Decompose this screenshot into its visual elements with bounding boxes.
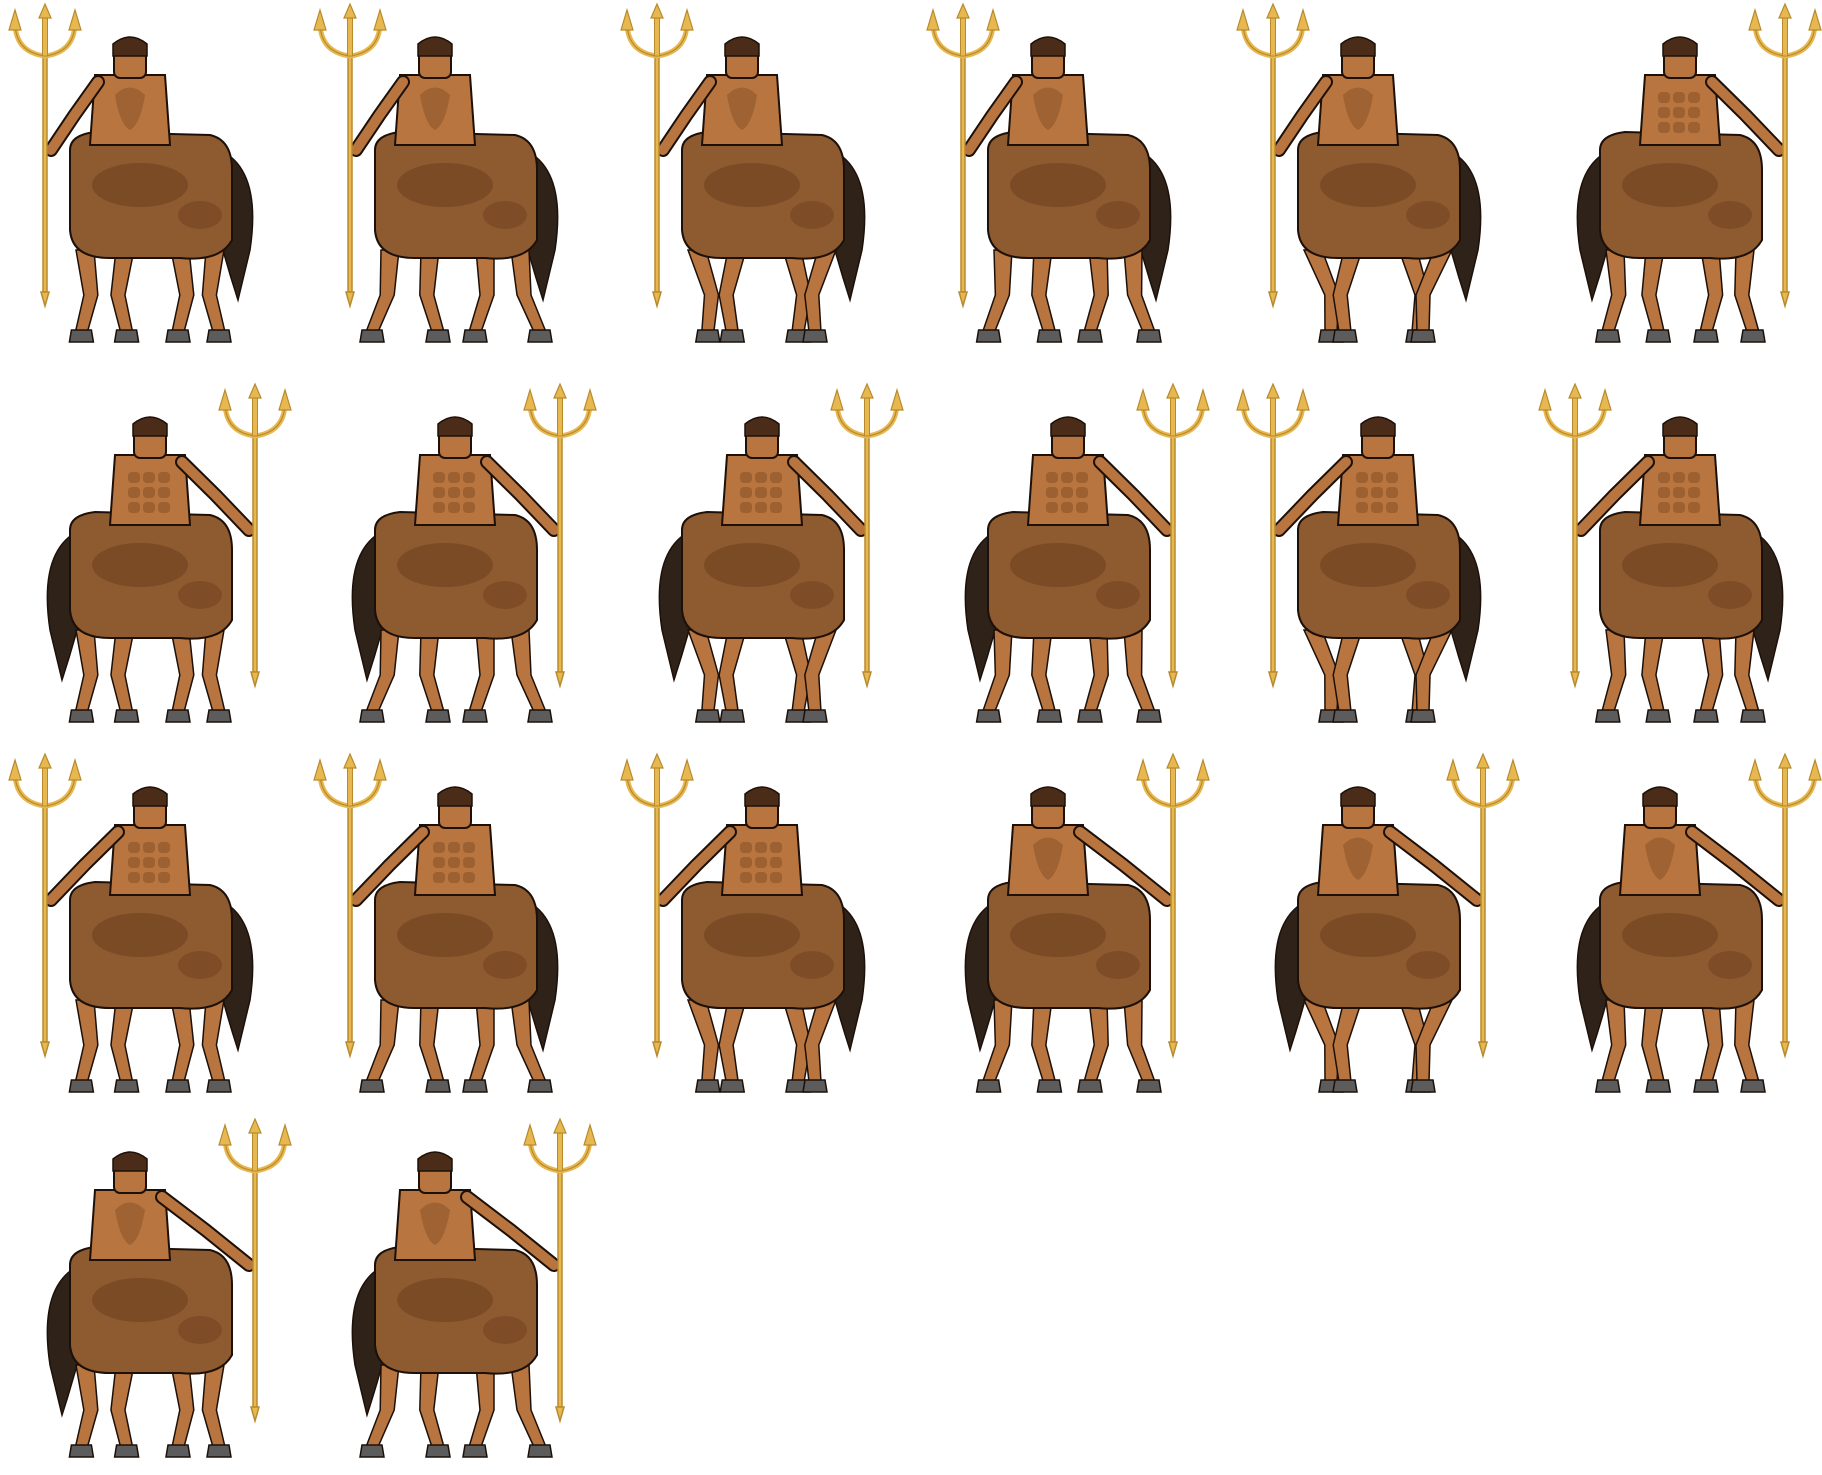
centaur-icon	[620, 752, 866, 1093]
centaur-sprite-frame	[305, 380, 605, 740]
centaur-sprite-frame	[1228, 750, 1528, 1110]
centaur-icon	[1538, 382, 1784, 723]
centaur-icon	[926, 2, 1172, 343]
centaur-icon	[964, 382, 1210, 723]
centaur-icon	[1274, 752, 1520, 1093]
centaur-sprite-frame	[918, 0, 1218, 360]
centaur-sprite-frame	[612, 380, 912, 740]
centaur-icon	[1236, 382, 1482, 723]
centaur-icon	[620, 2, 866, 343]
centaur-sprite-frame	[1228, 380, 1528, 740]
centaur-sprite-frame	[918, 750, 1218, 1110]
centaur-icon	[658, 382, 904, 723]
centaur-sprite-frame	[612, 0, 912, 360]
centaur-sprite-frame	[1530, 380, 1822, 740]
centaur-sprite-frame	[918, 380, 1218, 740]
centaur-sprite-frame	[1530, 0, 1822, 360]
centaur-icon	[964, 752, 1210, 1093]
centaur-sprite-frame	[0, 0, 300, 360]
centaur-sprite-frame	[0, 1115, 300, 1475]
centaur-icon	[8, 752, 254, 1093]
centaur-sprite-frame	[0, 380, 300, 740]
centaur-sprite-frame	[305, 0, 605, 360]
centaur-icon	[313, 2, 559, 343]
centaur-sprite-frame	[612, 750, 912, 1110]
centaur-sprite-frame	[1228, 0, 1528, 360]
centaur-icon	[351, 1117, 597, 1458]
centaur-sprite-frame	[305, 750, 605, 1110]
centaur-icon	[46, 382, 292, 723]
centaur-icon	[8, 2, 254, 343]
centaur-icon	[1576, 752, 1822, 1093]
centaur-sprite-frame	[305, 1115, 605, 1475]
centaur-icon	[1236, 2, 1482, 343]
centaur-icon	[351, 382, 597, 723]
centaur-icon	[313, 752, 559, 1093]
centaur-icon	[46, 1117, 292, 1458]
centaur-icon	[1576, 2, 1822, 343]
centaur-sprite-frame	[1530, 750, 1822, 1110]
centaur-sprite-frame	[0, 750, 300, 1110]
